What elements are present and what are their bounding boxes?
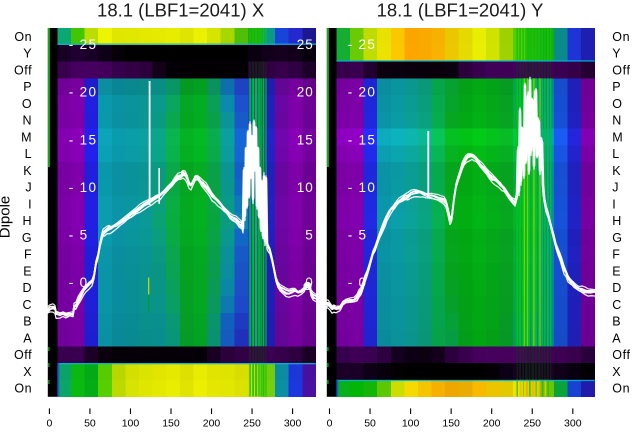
- svg-text:M: M: [21, 130, 32, 144]
- svg-text:N: N: [23, 114, 33, 128]
- svg-text:On: On: [612, 30, 630, 44]
- svg-text:C: C: [612, 298, 622, 312]
- svg-text:On: On: [612, 382, 630, 396]
- svg-text:18.1 (LBF1=2041) X: 18.1 (LBF1=2041) X: [97, 0, 264, 21]
- svg-text:Off: Off: [612, 348, 630, 362]
- svg-text:50: 50: [84, 418, 96, 430]
- svg-text:J: J: [25, 181, 32, 195]
- svg-text:0: 0: [46, 418, 52, 430]
- svg-text:L: L: [25, 147, 33, 161]
- svg-text:E: E: [23, 264, 32, 278]
- svg-text:300: 300: [284, 418, 302, 430]
- svg-text:O: O: [612, 97, 622, 111]
- svg-text:- 20: - 20: [348, 85, 376, 100]
- svg-text:- 10: - 10: [348, 180, 376, 195]
- svg-text:E: E: [612, 264, 621, 278]
- svg-text:B: B: [23, 315, 32, 329]
- svg-text:L: L: [612, 147, 620, 161]
- svg-text:150: 150: [162, 418, 180, 430]
- svg-text:A: A: [612, 331, 621, 345]
- svg-text:X: X: [612, 365, 621, 379]
- svg-text:I: I: [28, 197, 32, 211]
- svg-text:M: M: [612, 130, 623, 144]
- svg-text:250: 250: [523, 418, 541, 430]
- svg-text:100: 100: [402, 418, 420, 430]
- svg-text:- 0: - 0: [348, 275, 368, 290]
- svg-text:Off: Off: [14, 348, 32, 362]
- svg-text:Y: Y: [612, 47, 621, 61]
- svg-text:- 25: - 25: [69, 37, 97, 52]
- svg-text:K: K: [23, 164, 32, 178]
- svg-text:15: 15: [297, 132, 314, 147]
- svg-text:J: J: [612, 181, 619, 195]
- svg-text:H: H: [23, 214, 33, 228]
- svg-text:250: 250: [243, 418, 261, 430]
- svg-text:P: P: [612, 80, 621, 94]
- svg-text:D: D: [612, 281, 622, 295]
- svg-text:P: P: [23, 80, 32, 94]
- svg-text:200: 200: [483, 418, 501, 430]
- svg-text:On: On: [14, 382, 32, 396]
- svg-text:150: 150: [442, 418, 460, 430]
- svg-text:Off: Off: [612, 63, 630, 77]
- svg-text:0: 0: [327, 418, 333, 430]
- svg-text:D: D: [23, 281, 33, 295]
- svg-text:A: A: [23, 331, 32, 345]
- svg-text:- 5: - 5: [69, 228, 89, 243]
- svg-text:I: I: [612, 197, 616, 211]
- svg-text:18.1 (LBF1=2041) Y: 18.1 (LBF1=2041) Y: [377, 0, 544, 21]
- svg-text:5: 5: [305, 228, 314, 243]
- svg-text:B: B: [612, 315, 621, 329]
- svg-text:F: F: [24, 248, 32, 262]
- svg-text:F: F: [612, 248, 620, 262]
- svg-text:50: 50: [364, 418, 376, 430]
- svg-text:N: N: [612, 114, 622, 128]
- svg-text:K: K: [612, 164, 621, 178]
- svg-text:X: X: [23, 365, 32, 379]
- svg-text:- 0: - 0: [69, 275, 89, 290]
- svg-text:On: On: [14, 30, 32, 44]
- svg-text:100: 100: [122, 418, 140, 430]
- svg-text:25: 25: [297, 37, 314, 52]
- svg-text:0: 0: [305, 275, 314, 290]
- svg-text:20: 20: [297, 85, 314, 100]
- svg-text:- 15: - 15: [348, 132, 376, 147]
- svg-text:Y: Y: [23, 47, 32, 61]
- svg-text:G: G: [612, 231, 622, 245]
- svg-text:300: 300: [564, 418, 582, 430]
- svg-text:Dipole: Dipole: [0, 196, 14, 239]
- svg-text:- 15: - 15: [69, 132, 97, 147]
- svg-text:200: 200: [203, 418, 221, 430]
- svg-text:- 5: - 5: [348, 228, 368, 243]
- svg-text:10: 10: [297, 180, 314, 195]
- svg-text:- 20: - 20: [69, 85, 97, 100]
- svg-text:C: C: [23, 298, 33, 312]
- svg-text:H: H: [612, 214, 622, 228]
- svg-text:- 10: - 10: [69, 180, 97, 195]
- svg-text:- 25: - 25: [348, 37, 376, 52]
- svg-text:O: O: [22, 97, 32, 111]
- svg-text:Off: Off: [14, 63, 32, 77]
- svg-text:G: G: [22, 231, 32, 245]
